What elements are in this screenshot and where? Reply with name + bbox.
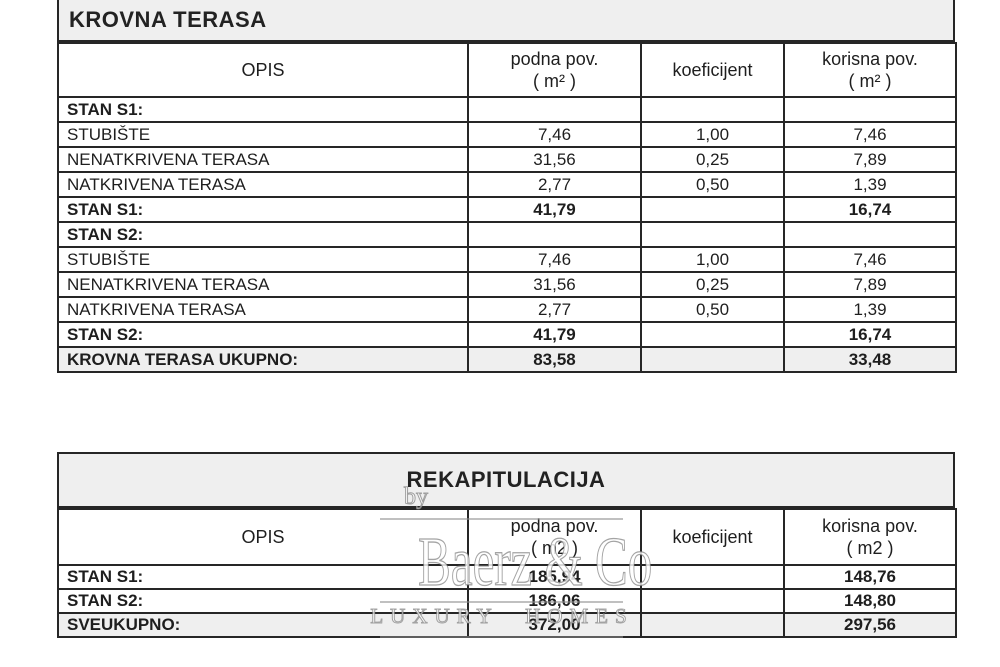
col-header-opis: OPIS [57, 508, 469, 566]
cell-opis: STAN S2: [57, 588, 469, 614]
table-row: NATKRIVENA TERASA 2,77 0,50 1,39 [57, 171, 957, 198]
col-header-podna-line2: ( m2 ) [531, 538, 578, 558]
cell-koeficijent [640, 321, 785, 348]
table-rekapitulacija: REKAPITULACIJA OPIS podna pov. ( m2 ) ko… [57, 452, 957, 638]
cell-koeficijent: 0,25 [640, 146, 785, 173]
table-row: NENATKRIVENA TERASA 31,56 0,25 7,89 [57, 271, 957, 298]
cell-opis: KROVNA TERASA UKUPNO: [57, 346, 469, 373]
col-header-koeficijent: koeficijent [640, 508, 785, 566]
cell-opis: NENATKRIVENA TERASA [57, 271, 469, 298]
col-header-korisna-line2: ( m² ) [848, 71, 892, 91]
cell-podna: 31,56 [467, 146, 642, 173]
col-header-korisna-line2: ( m2 ) [846, 538, 894, 558]
col-header-podna-line2: ( m² ) [533, 71, 576, 91]
cell-podna [467, 221, 642, 248]
col-header-podna: podna pov. ( m² ) [467, 42, 642, 98]
col-header-korisna-line1: korisna pov. [822, 48, 918, 69]
table-krovna-terasa: KROVNA TERASA OPIS podna pov. ( m² ) koe… [57, 0, 957, 373]
cell-korisna: 33,48 [783, 346, 957, 373]
cell-podna: 41,79 [467, 196, 642, 223]
cell-koeficijent: 0,25 [640, 271, 785, 298]
cell-korisna: 297,56 [783, 612, 957, 638]
cell-podna: 2,77 [467, 296, 642, 323]
cell-koeficijent [640, 96, 785, 123]
col-header-podna: podna pov. ( m2 ) [467, 508, 642, 566]
cell-korisna: 1,39 [783, 171, 957, 198]
table-row: STAN S2: [57, 221, 957, 248]
cell-korisna [783, 96, 957, 123]
cell-podna: 7,46 [467, 246, 642, 273]
table2-title: REKAPITULACIJA [406, 467, 606, 492]
col-header-podna-line1: podna pov. [510, 48, 599, 69]
table2: OPIS podna pov. ( m2 ) koeficijent koris… [57, 508, 957, 638]
cell-koeficijent [640, 196, 785, 223]
cell-opis: SVEUKUPNO: [57, 612, 469, 638]
cell-korisna: 148,80 [783, 588, 957, 614]
table-row: STAN S2: 186,06 148,80 [57, 588, 957, 614]
table-row: STUBIŠTE 7,46 1,00 7,46 [57, 121, 957, 148]
cell-koeficijent [640, 564, 785, 590]
table2-title-bar: REKAPITULACIJA [57, 452, 955, 508]
cell-podna: 83,58 [467, 346, 642, 373]
cell-podna: 41,79 [467, 321, 642, 348]
table-row: STAN S2: 41,79 16,74 [57, 321, 957, 348]
cell-korisna: 148,76 [783, 564, 957, 590]
cell-koeficijent: 1,00 [640, 246, 785, 273]
col-header-koeficijent: koeficijent [640, 42, 785, 98]
table-row: STAN S1: [57, 96, 957, 123]
table-row-total: KROVNA TERASA UKUPNO: 83,58 33,48 [57, 346, 957, 373]
table-row: STAN S1: 41,79 16,74 [57, 196, 957, 223]
col-header-opis: OPIS [57, 42, 469, 98]
cell-opis: NATKRIVENA TERASA [57, 171, 469, 198]
table2-header-row: OPIS podna pov. ( m2 ) koeficijent koris… [57, 508, 957, 566]
col-header-korisna-line1: korisna pov. [822, 515, 918, 536]
table-row: NATKRIVENA TERASA 2,77 0,50 1,39 [57, 296, 957, 323]
cell-korisna: 16,74 [783, 196, 957, 223]
cell-opis: STAN S2: [57, 221, 469, 248]
cell-opis: STAN S1: [57, 96, 469, 123]
col-header-korisna: korisna pov. ( m2 ) [783, 508, 957, 566]
cell-podna: 7,46 [467, 121, 642, 148]
cell-korisna: 16,74 [783, 321, 957, 348]
cell-korisna [783, 221, 957, 248]
cell-koeficijent [640, 221, 785, 248]
cell-opis: STUBIŠTE [57, 121, 469, 148]
cell-podna: 31,56 [467, 271, 642, 298]
table1-header-row: OPIS podna pov. ( m² ) koeficijent koris… [57, 42, 957, 98]
cell-podna: 2,77 [467, 171, 642, 198]
table-row-total: SVEUKUPNO: 372,00 297,56 [57, 612, 957, 638]
cell-koeficijent [640, 346, 785, 373]
cell-korisna: 7,46 [783, 121, 957, 148]
cell-korisna: 7,89 [783, 146, 957, 173]
table-row: NENATKRIVENA TERASA 31,56 0,25 7,89 [57, 146, 957, 173]
cell-podna: 372,00 [467, 612, 642, 638]
cell-podna [467, 96, 642, 123]
table-row: STUBIŠTE 7,46 1,00 7,46 [57, 246, 957, 273]
table1-title-bar: KROVNA TERASA [57, 0, 955, 42]
cell-koeficijent: 0,50 [640, 171, 785, 198]
cell-opis: STAN S1: [57, 564, 469, 590]
cell-opis: STUBIŠTE [57, 246, 469, 273]
table1-title: KROVNA TERASA [69, 7, 267, 32]
cell-podna: 186,06 [467, 588, 642, 614]
table-row: STAN S1: 185,94 148,76 [57, 564, 957, 590]
cell-korisna: 1,39 [783, 296, 957, 323]
cell-opis: NENATKRIVENA TERASA [57, 146, 469, 173]
cell-korisna: 7,46 [783, 246, 957, 273]
cell-koeficijent [640, 612, 785, 638]
cell-koeficijent: 0,50 [640, 296, 785, 323]
cell-koeficijent [640, 588, 785, 614]
cell-koeficijent: 1,00 [640, 121, 785, 148]
table1: OPIS podna pov. ( m² ) koeficijent koris… [57, 42, 957, 373]
col-header-korisna: korisna pov. ( m² ) [783, 42, 957, 98]
cell-podna: 185,94 [467, 564, 642, 590]
cell-opis: NATKRIVENA TERASA [57, 296, 469, 323]
col-header-podna-line1: podna pov. [510, 515, 599, 536]
cell-korisna: 7,89 [783, 271, 957, 298]
cell-opis: STAN S1: [57, 196, 469, 223]
cell-opis: STAN S2: [57, 321, 469, 348]
